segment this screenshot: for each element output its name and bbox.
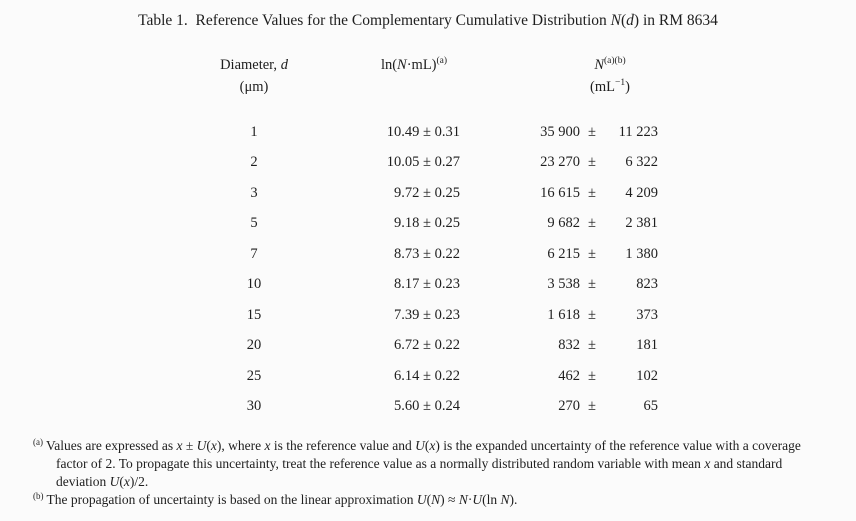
n-uncertainty-value: 102 <box>636 368 658 384</box>
plus-minus-symbol: ± <box>588 215 596 231</box>
ln-value: 6.72 ± 0.22 <box>394 337 460 353</box>
footnote-b-marker: (b) <box>33 490 44 501</box>
table-row: 3 9.72 ± 0.25 16 615 ± 4 209 <box>0 185 856 207</box>
footnote-b-text: The propagation of uncertainty is based … <box>46 492 518 507</box>
ln-value: 10.49 ± 0.31 <box>386 124 460 140</box>
diameter-value: 7 <box>250 246 258 262</box>
n-uncertainty-value: 823 <box>636 276 658 292</box>
ln-value: 9.72 ± 0.25 <box>394 185 460 201</box>
plus-minus-symbol: ± <box>588 276 596 292</box>
n-uncertainty-value: 2 381 <box>625 215 658 231</box>
n-value: 16 615 <box>540 185 580 201</box>
plus-minus-symbol: ± <box>588 124 596 140</box>
footnote-a: (a) Values are expressed as x ± U(x), whe… <box>33 437 827 491</box>
plus-minus-symbol: ± <box>588 185 596 201</box>
footnote-a-text: Values are expressed as x ± U(x), where … <box>46 438 801 489</box>
diameter-value: 5 <box>250 215 258 231</box>
table-row: 20 6.72 ± 0.22 832 ± 181 <box>0 337 856 359</box>
n-uncertainty-value: 11 223 <box>618 124 658 140</box>
ln-value: 8.73 ± 0.22 <box>394 246 460 262</box>
table-title: Table 1. Reference Values for the Comple… <box>138 12 718 29</box>
plus-minus-symbol: ± <box>588 398 596 414</box>
column-header-n: N(a)(b) <box>594 56 626 73</box>
table-row: 5 9.18 ± 0.25 9 682 ± 2 381 <box>0 215 856 237</box>
diameter-value: 1 <box>250 124 258 140</box>
n-value: 23 270 <box>540 154 580 170</box>
table-row: 15 7.39 ± 0.23 1 618 ± 373 <box>0 307 856 329</box>
n-uncertainty-value: 4 209 <box>625 185 658 201</box>
n-value: 462 <box>558 368 580 384</box>
diameter-value: 30 <box>246 398 262 414</box>
n-value: 6 215 <box>547 246 580 262</box>
n-value: 832 <box>558 337 580 353</box>
n-uncertainty-value: 1 380 <box>625 246 658 262</box>
diameter-value: 15 <box>246 307 262 323</box>
diameter-value: 20 <box>246 337 262 353</box>
plus-minus-symbol: ± <box>588 337 596 353</box>
plus-minus-symbol: ± <box>588 154 596 170</box>
ln-value: 8.17 ± 0.23 <box>394 276 460 292</box>
plus-minus-symbol: ± <box>588 307 596 323</box>
n-value: 270 <box>558 398 580 414</box>
n-value: 1 618 <box>547 307 580 323</box>
column-header-n-unit: (mL−1) <box>590 78 630 95</box>
footnotes: (a) Values are expressed as x ± U(x), whe… <box>33 437 827 509</box>
footnote-b: (b) The propagation of uncertainty is bas… <box>33 491 827 509</box>
table-row: 2 10.05 ± 0.27 23 270 ± 6 322 <box>0 154 856 176</box>
ln-value: 10.05 ± 0.27 <box>386 154 460 170</box>
diameter-value: 2 <box>250 154 258 170</box>
table-row: 30 5.60 ± 0.24 270 ± 65 <box>0 398 856 420</box>
table-row: 10 8.17 ± 0.23 3 538 ± 823 <box>0 276 856 298</box>
column-header-diameter: Diameter, d <box>220 57 288 73</box>
footnote-a-marker: (a) <box>33 436 43 447</box>
n-uncertainty-value: 373 <box>636 307 658 323</box>
n-uncertainty-value: 181 <box>636 337 658 353</box>
column-header-diameter-unit: (μm) <box>239 79 269 95</box>
column-header-ln: ln(N·mL)(a) <box>380 56 448 73</box>
n-value: 35 900 <box>540 124 580 140</box>
ln-value: 7.39 ± 0.23 <box>394 307 460 323</box>
diameter-value: 10 <box>246 276 262 292</box>
ln-value: 6.14 ± 0.22 <box>394 368 460 384</box>
n-value: 3 538 <box>547 276 580 292</box>
table-row: 25 6.14 ± 0.22 462 ± 102 <box>0 368 856 390</box>
ln-value: 5.60 ± 0.24 <box>394 398 460 414</box>
n-uncertainty-value: 6 322 <box>625 154 658 170</box>
diameter-value: 3 <box>250 185 258 201</box>
plus-minus-symbol: ± <box>588 246 596 262</box>
table-row: 7 8.73 ± 0.22 6 215 ± 1 380 <box>0 246 856 268</box>
ln-value: 9.18 ± 0.25 <box>394 215 460 231</box>
n-value: 9 682 <box>547 215 580 231</box>
plus-minus-symbol: ± <box>588 368 596 384</box>
n-uncertainty-value: 65 <box>643 398 659 414</box>
diameter-value: 25 <box>246 368 262 384</box>
table-row: 1 10.49 ± 0.31 35 900 ± 11 223 <box>0 124 856 146</box>
